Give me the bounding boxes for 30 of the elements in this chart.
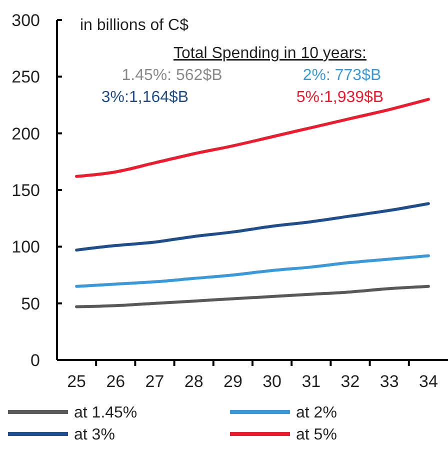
x-tick-label: 28 <box>184 372 204 391</box>
x-tick-label: 27 <box>145 372 164 391</box>
y-tick-label: 200 <box>12 124 40 144</box>
x-tick-label: 30 <box>262 372 282 391</box>
y-tick-label: 150 <box>12 180 40 200</box>
y-tick-label: 100 <box>12 238 40 257</box>
x-tick-label: 29 <box>223 372 242 391</box>
legend-label: at 2% <box>296 404 337 422</box>
x-tick-label: 34 <box>418 372 438 391</box>
legend-label: at 1.45% <box>74 404 138 422</box>
line-series <box>75 284 430 308</box>
x-tick-label: 33 <box>380 372 399 391</box>
x-tick-label: 31 <box>302 372 321 391</box>
y-tick-label: 0 <box>30 350 40 370</box>
annotation: 1.45%: 562$B <box>122 67 222 84</box>
x-tick-label: 26 <box>106 372 126 391</box>
y-tick-label: 250 <box>12 68 40 87</box>
legend-label: at 3% <box>74 426 115 444</box>
annotation: Total Spending in 10 years: <box>173 45 367 62</box>
y-axis-title: in billions of C$ <box>80 17 189 34</box>
y-tick-label: 50 <box>21 294 40 314</box>
legend-label: at 5% <box>296 426 337 444</box>
x-tick-label: 25 <box>67 372 86 391</box>
y-tick-label: 300 <box>12 10 40 30</box>
annotation: 2%: 773$B <box>302 67 382 84</box>
line-series <box>75 254 430 288</box>
annotation: 3%:1,164$B <box>101 89 189 106</box>
annotation: 5%:1,939$B <box>296 89 384 106</box>
line-series <box>75 202 430 252</box>
x-tick-label: 32 <box>340 372 360 391</box>
